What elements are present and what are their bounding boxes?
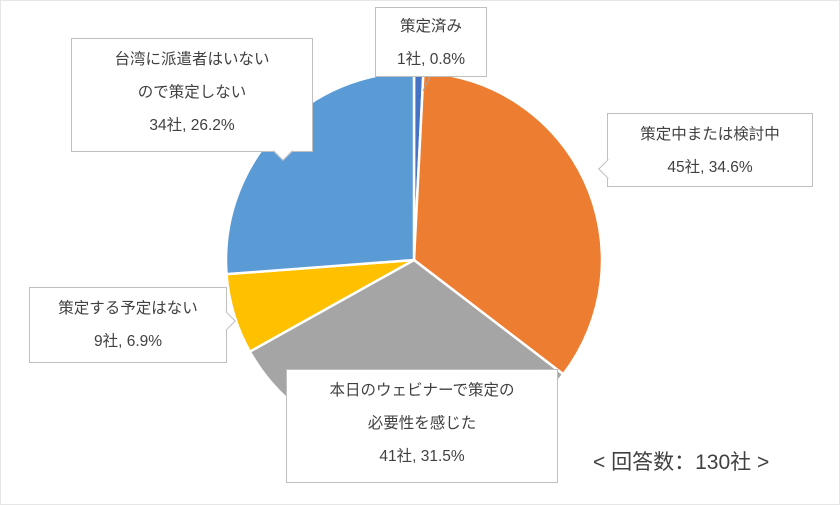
label-webinar-line1: 本日のウェビナーで策定の	[329, 382, 515, 399]
label-in-progress-value: 45社, 34.6%	[667, 159, 753, 176]
label-webinar-value: 41社, 31.5%	[379, 448, 465, 465]
pie-slice-1	[412, 70, 604, 376]
label-webinar-line2: 必要性を感じた	[367, 415, 477, 432]
label-no-expat-line2: ので策定しない	[137, 84, 247, 101]
label-no-plan-value: 9社, 6.9%	[93, 333, 163, 350]
label-formulated: 策定済み 1社, 0.8%	[375, 7, 487, 77]
respondents-count-note: < 回答数：130社 >	[593, 451, 770, 474]
label-formulated-title: 策定済み	[399, 18, 462, 35]
label-in-progress-title: 策定中または検討中	[640, 126, 780, 143]
label-no-plan-title: 策定する予定はない	[58, 300, 198, 317]
label-formulated-value: 1社, 0.8%	[396, 51, 466, 68]
label-no-expat-line1: 台湾に派遣者はいない	[114, 51, 270, 68]
label-no-expat-value: 34社, 26.2%	[149, 117, 235, 134]
label-no-expat: 台湾に派遣者はいない ので策定しない 34社, 26.2%	[71, 38, 313, 161]
label-webinar: 本日のウェビナーで策定の 必要性を感じた 41社, 31.5%	[286, 369, 558, 483]
label-in-progress: 策定中または検討中 45社, 34.6%	[598, 113, 813, 187]
label-no-plan: 策定する予定はない 9社, 6.9%	[29, 287, 236, 363]
leader-line-formulated	[422, 76, 431, 92]
